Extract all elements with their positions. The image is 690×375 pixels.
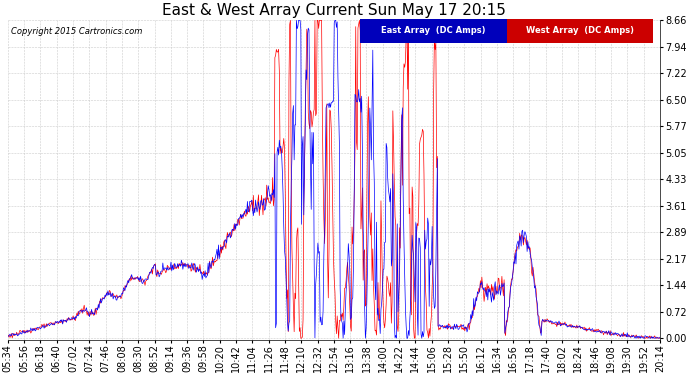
Text: Copyright 2015 Cartronics.com: Copyright 2015 Cartronics.com	[11, 27, 142, 36]
FancyBboxPatch shape	[506, 19, 653, 43]
Text: East Array  (DC Amps): East Array (DC Amps)	[381, 26, 486, 35]
Title: East & West Array Current Sun May 17 20:15: East & West Array Current Sun May 17 20:…	[162, 3, 506, 18]
FancyBboxPatch shape	[360, 19, 506, 43]
Text: West Array  (DC Amps): West Array (DC Amps)	[526, 26, 634, 35]
